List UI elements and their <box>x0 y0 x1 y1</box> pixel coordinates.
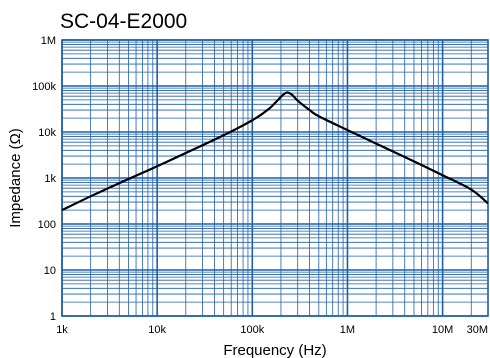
y-tick-label: 10k <box>38 127 56 139</box>
y-tick-label: 1M <box>41 35 56 47</box>
x-tick-label: 10M <box>432 324 453 336</box>
y-tick-label: 100k <box>32 81 56 93</box>
x-tick-label: 1k <box>56 324 68 336</box>
x-tick-label: 1M <box>340 324 355 336</box>
grid <box>61 39 489 317</box>
plot-border <box>61 39 489 317</box>
impedance-curve <box>61 91 489 212</box>
y-tick-label: 10 <box>44 265 56 277</box>
y-tick-label: 1k <box>44 173 56 185</box>
x-tick-label: 30M <box>467 324 488 336</box>
x-tick-labels: 1k 10k 100k 1M 10M 30M <box>56 324 488 336</box>
plot-frame <box>61 39 489 317</box>
y-tick-label: 100 <box>38 219 56 231</box>
y-tick-labels: 1 10 100 1k 10k 100k 1M <box>32 35 56 323</box>
x-tick-label: 100k <box>240 324 264 336</box>
y-tick-label: 1 <box>50 311 56 323</box>
y-axis-label: Impedance (Ω) <box>7 128 24 228</box>
x-tick-label: 10k <box>148 324 166 336</box>
x-axis-label: Frequency (Hz) <box>223 342 326 358</box>
chart-title: SC-04-E2000 <box>60 10 187 33</box>
series-line-group <box>61 91 489 212</box>
